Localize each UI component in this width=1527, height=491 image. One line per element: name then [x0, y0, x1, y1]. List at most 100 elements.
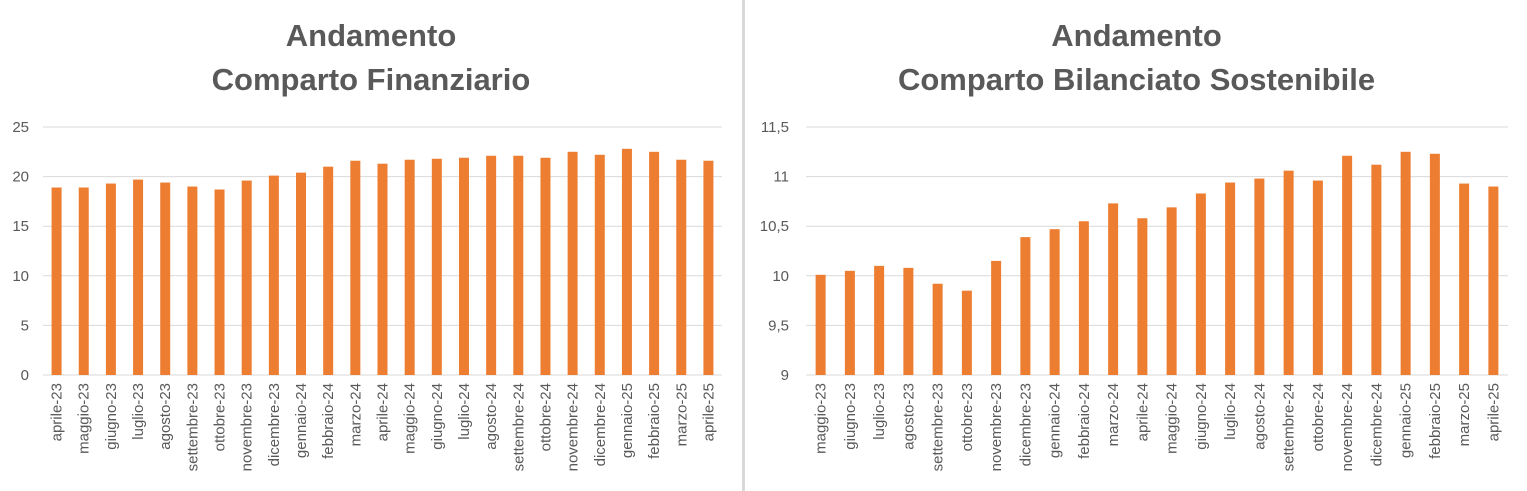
x-tick-label: marzo-25 — [1456, 383, 1473, 446]
bar — [621, 148, 632, 375]
bar — [567, 151, 578, 375]
y-tick-label: 10 — [772, 268, 789, 285]
bar — [844, 270, 855, 375]
y-tick-label: 15 — [12, 218, 29, 235]
bar — [1254, 178, 1265, 375]
bar — [404, 159, 415, 375]
bar — [1166, 207, 1177, 375]
x-tick-label: dicembre-24 — [592, 383, 609, 466]
x-tick-label: maggio-24 — [1164, 383, 1181, 454]
bar — [815, 274, 826, 375]
bar — [1078, 221, 1089, 375]
bar — [1488, 186, 1499, 375]
x-tick-label: novembre-23 — [988, 383, 1005, 471]
bar — [241, 180, 252, 375]
bar — [513, 155, 524, 375]
bar — [1312, 180, 1323, 375]
x-tick-label: dicembre-23 — [266, 383, 283, 466]
x-tick-label: ottobre-24 — [537, 383, 554, 451]
x-tick-label: maggio-23 — [76, 383, 93, 454]
y-tick-label: 10,5 — [760, 218, 789, 235]
x-tick-label: febbraio-24 — [320, 383, 337, 459]
x-tick-label: settembre-24 — [510, 383, 527, 471]
bar — [1429, 153, 1440, 375]
x-tick-label: giugno-23 — [842, 383, 859, 450]
bar — [703, 160, 714, 375]
y-tick-label: 11,5 — [761, 119, 789, 136]
bar — [1371, 164, 1382, 375]
bar — [903, 267, 914, 375]
x-tick-label: novembre-23 — [239, 383, 256, 471]
bar — [932, 283, 943, 375]
bar — [874, 265, 885, 375]
x-tick-label: febbraio-25 — [1427, 383, 1444, 459]
bar — [676, 159, 687, 375]
x-tick-label: settembre-23 — [930, 383, 947, 471]
y-tick-label: 0 — [21, 367, 29, 384]
bar — [961, 290, 972, 375]
chart-title-line-1: Andamento — [1051, 18, 1222, 53]
x-tick-label: luglio-23 — [130, 383, 147, 440]
x-tick-label: settembre-23 — [184, 383, 201, 471]
x-tick-label: ottobre-23 — [959, 383, 976, 451]
x-tick-label: agosto-23 — [157, 383, 174, 450]
bar — [51, 187, 62, 375]
chart-title-line-2: Comparto Bilanciato Sostenibile — [897, 62, 1376, 97]
bar — [268, 175, 279, 375]
bar — [377, 163, 388, 375]
y-tick-label: 9,5 — [768, 317, 789, 334]
bar — [78, 187, 89, 375]
y-tick-label: 25 — [12, 119, 29, 136]
x-tick-label: maggio-24 — [402, 383, 419, 454]
x-tick-label: dicembre-24 — [1368, 383, 1385, 466]
y-tick-label: 20 — [12, 169, 29, 186]
chart-title: Andamento Comparto Finanziario — [0, 14, 742, 102]
x-tick-label: giugno-24 — [1193, 383, 1210, 450]
chart-title: Andamento Comparto Bilanciato Sostenibil… — [746, 14, 1527, 102]
x-tick-label: febbraio-25 — [646, 383, 663, 459]
x-tick-label: giugno-24 — [429, 383, 446, 450]
bar — [1225, 182, 1236, 375]
x-tick-label: maggio-23 — [813, 383, 830, 454]
x-tick-label: marzo-24 — [1105, 383, 1122, 446]
bar — [594, 154, 605, 375]
y-tick-label: 9 — [781, 367, 789, 384]
bar — [649, 151, 660, 375]
bar — [350, 160, 361, 375]
chart-title-line-2: Comparto Finanziario — [211, 62, 531, 97]
x-tick-label: aprile-25 — [1485, 383, 1502, 441]
bar — [991, 260, 1002, 375]
x-tick-label: marzo-25 — [673, 383, 690, 446]
panel-divider — [742, 0, 745, 491]
x-tick-label: agosto-24 — [1251, 383, 1268, 450]
bar — [1400, 151, 1411, 375]
bar — [214, 189, 225, 375]
bar-chart-bilanciato: 9 9,5 10 10,5 11 11,5 maggio-23 giugno-23 luglio… — [760, 119, 1508, 471]
bar — [458, 157, 469, 375]
x-tick-label: aprile-24 — [1134, 383, 1151, 441]
bar — [187, 186, 198, 375]
x-tick-label: ottobre-23 — [212, 383, 229, 451]
bar — [323, 166, 334, 375]
bar — [540, 157, 551, 375]
bar — [1459, 183, 1470, 375]
x-tick-label: aprile-24 — [375, 383, 392, 441]
y-tick-label: 10 — [12, 268, 29, 285]
bar — [133, 179, 144, 375]
bar — [1137, 218, 1148, 375]
bar — [160, 182, 171, 375]
x-tick-label: luglio-23 — [871, 383, 888, 440]
x-tick-label: gennaio-24 — [1047, 383, 1064, 458]
x-tick-label: gennaio-24 — [293, 383, 310, 458]
chart-panel-bilanciato: Andamento Comparto Bilanciato Sostenibil… — [746, 0, 1527, 491]
x-tick-label: dicembre-23 — [1017, 383, 1034, 466]
bar — [1108, 203, 1119, 375]
x-tick-label: febbraio-24 — [1076, 383, 1093, 459]
x-tick-label: agosto-23 — [900, 383, 917, 450]
y-tick-label: 5 — [21, 317, 29, 334]
x-tick-label: aprile-23 — [49, 383, 66, 441]
bar — [486, 155, 497, 375]
x-tick-label: giugno-23 — [103, 383, 120, 450]
x-tick-label: marzo-24 — [347, 383, 364, 446]
x-tick-label: luglio-24 — [1222, 383, 1239, 440]
